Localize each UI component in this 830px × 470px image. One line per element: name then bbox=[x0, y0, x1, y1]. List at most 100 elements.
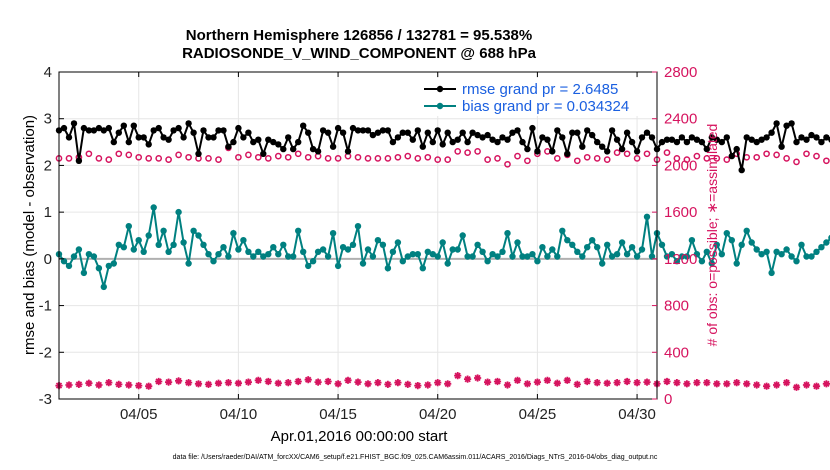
assimilated-obs-point bbox=[474, 374, 482, 382]
rmse-point bbox=[763, 134, 770, 141]
rmse-point bbox=[454, 136, 461, 143]
rmse-point bbox=[100, 127, 108, 134]
rmse-point bbox=[265, 136, 272, 143]
bias-point bbox=[265, 251, 272, 258]
bias-point bbox=[499, 248, 506, 255]
possible-obs-point bbox=[623, 150, 631, 158]
bias-point bbox=[374, 237, 382, 244]
rmse-point bbox=[180, 134, 187, 141]
possible-obs-point bbox=[643, 150, 651, 158]
assimilated-obs-point bbox=[194, 380, 203, 388]
bias-point bbox=[564, 237, 571, 244]
assimilated-obs-point bbox=[713, 380, 721, 388]
bias-point bbox=[803, 253, 810, 260]
rmse-point bbox=[768, 129, 775, 136]
bias-point bbox=[733, 260, 740, 267]
possible-obs-point bbox=[274, 152, 282, 160]
bias-point bbox=[728, 237, 735, 244]
bias-point bbox=[579, 253, 586, 260]
assimilated-obs-point bbox=[234, 379, 242, 387]
bias-point bbox=[379, 241, 387, 248]
bias-point bbox=[180, 239, 187, 246]
rmse-point bbox=[90, 127, 98, 134]
rmse-point bbox=[823, 134, 830, 141]
rmse-point bbox=[584, 127, 591, 134]
rmse-point bbox=[130, 122, 137, 129]
possible-obs-point bbox=[165, 156, 172, 163]
rmse-point bbox=[369, 131, 377, 139]
bias-point bbox=[290, 253, 297, 260]
rmse-point bbox=[494, 138, 501, 146]
possible-obs-point bbox=[145, 155, 153, 162]
rmse-point bbox=[399, 129, 406, 136]
possible-obs-point bbox=[803, 150, 810, 158]
assimilated-obs-point bbox=[723, 380, 731, 388]
rmse-point bbox=[643, 129, 651, 136]
possible-obs-point bbox=[115, 150, 123, 158]
legend-bias-label: bias grand pr = 0.034324 bbox=[462, 98, 629, 115]
y-right-tick-label: 2800 bbox=[664, 64, 697, 81]
assimilated-obs-point bbox=[802, 381, 811, 389]
bias-point bbox=[314, 248, 322, 255]
assimilated-obs-point bbox=[633, 379, 641, 387]
rmse-point bbox=[713, 136, 720, 143]
rmse-point bbox=[404, 129, 411, 136]
rmse-point bbox=[344, 148, 352, 155]
possible-obs-point bbox=[424, 153, 432, 161]
bias-point bbox=[743, 227, 750, 234]
data-file-footer: data file: /Users/raeder/DAI/ATM_forcXX/… bbox=[173, 454, 658, 461]
rmse-point bbox=[738, 166, 745, 174]
possible-obs-point bbox=[583, 153, 591, 161]
rmse-point bbox=[285, 134, 292, 141]
possible-obs-point bbox=[793, 158, 800, 166]
assimilated-obs-point bbox=[703, 379, 711, 387]
bias-point bbox=[793, 258, 800, 265]
bias-point bbox=[738, 241, 745, 248]
bias-point bbox=[613, 251, 621, 258]
y-tick-label: 3 bbox=[44, 111, 52, 128]
assimilated-obs-point bbox=[783, 379, 791, 387]
possible-obs-point bbox=[673, 155, 681, 162]
bias-point bbox=[494, 253, 501, 260]
bias-point bbox=[125, 223, 132, 230]
bias-point bbox=[404, 253, 411, 260]
rmse-point bbox=[544, 136, 551, 143]
bias-point bbox=[768, 269, 775, 277]
possible-obs-point bbox=[384, 155, 392, 162]
assimilated-obs-point bbox=[444, 380, 452, 388]
bias-point bbox=[643, 213, 651, 220]
assimilated-obs-point bbox=[683, 380, 691, 388]
bias-point bbox=[394, 239, 402, 246]
rmse-point bbox=[683, 138, 691, 146]
bias-point bbox=[444, 260, 451, 267]
rmse-point bbox=[474, 131, 481, 139]
possible-obs-point bbox=[294, 150, 302, 158]
bias-point bbox=[798, 241, 805, 248]
possible-obs-point bbox=[185, 153, 192, 161]
assimilated-obs-point bbox=[753, 381, 761, 389]
rmse-point bbox=[444, 129, 451, 136]
bias-point bbox=[90, 253, 98, 260]
bias-point bbox=[215, 251, 222, 258]
bias-point bbox=[584, 244, 591, 251]
assimilated-obs-point bbox=[792, 383, 801, 391]
rmse-point bbox=[374, 129, 382, 136]
bias-point bbox=[589, 237, 596, 244]
rmse-point bbox=[105, 124, 113, 132]
possible-obs-point bbox=[414, 155, 422, 162]
possible-obs-point bbox=[593, 155, 601, 162]
assimilated-obs-point bbox=[304, 376, 312, 384]
bias-point bbox=[648, 253, 656, 260]
assimilated-obs-point bbox=[493, 377, 502, 386]
bias-point bbox=[718, 251, 725, 258]
possible-obs-point bbox=[703, 155, 711, 162]
rmse-point bbox=[723, 134, 730, 141]
bias-point bbox=[230, 230, 237, 237]
bias-point bbox=[334, 262, 342, 270]
bias-point bbox=[245, 248, 252, 255]
possible-obs-point bbox=[474, 148, 481, 155]
rmse-point bbox=[808, 131, 815, 139]
possible-obs-point bbox=[205, 155, 212, 162]
assimilated-obs-point bbox=[85, 379, 93, 387]
